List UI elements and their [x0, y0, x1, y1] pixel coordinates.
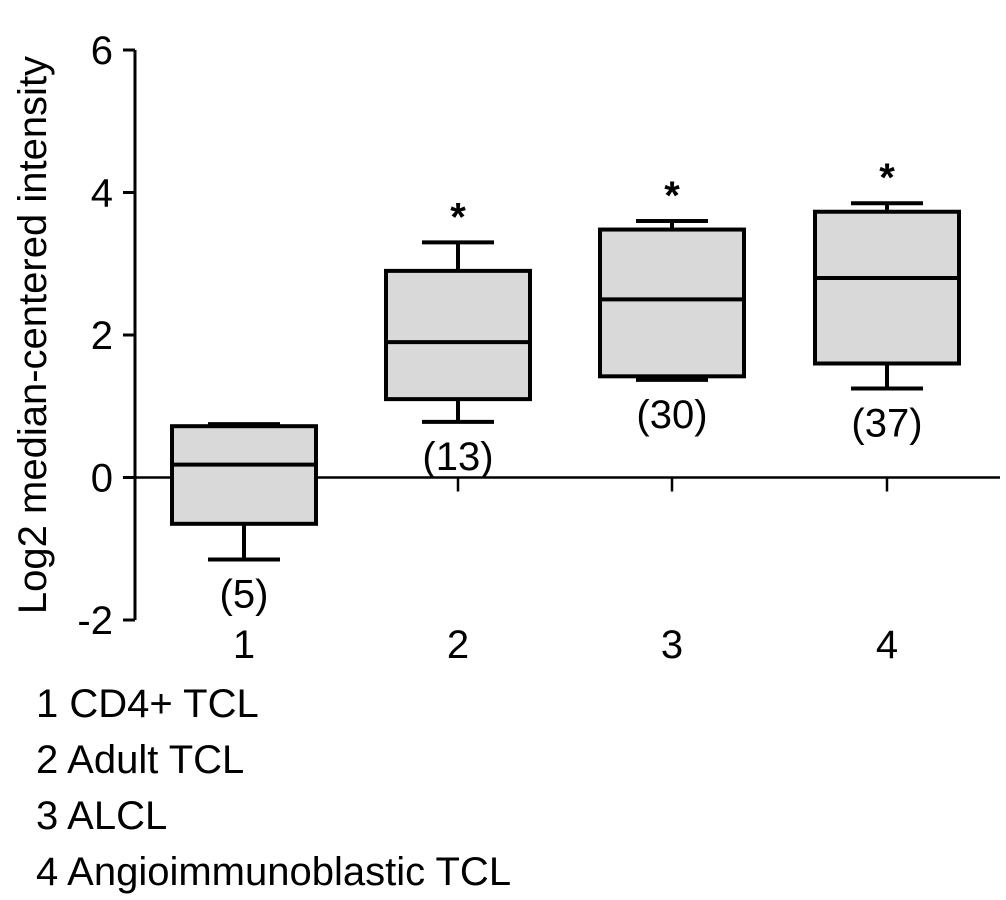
y-tick-label: 2: [91, 314, 113, 358]
box-series: (5) (13) * (30) * (37) *: [170, 156, 961, 616]
axes: -2 0 2 4 6 1 2 3 4: [77, 29, 1000, 667]
box-group-3: (30) *: [598, 174, 746, 437]
sample-size-label: (5): [220, 572, 269, 616]
category-legend: 1 CD4+ TCL 2 Adult TCL 3 ALCL 4 Angioimm…: [36, 676, 511, 900]
significance-marker: *: [450, 195, 466, 239]
box-group-2: (13) *: [384, 195, 532, 479]
legend-item-4: 4 Angioimmunoblastic TCL: [36, 850, 512, 894]
y-tick-label: 0: [91, 457, 113, 501]
iqr-box: [384, 268, 532, 402]
x-tick-label: 3: [661, 623, 683, 667]
iqr-box: [598, 227, 746, 379]
x-tick-label: 1: [233, 623, 255, 667]
x-tick-label: 2: [447, 623, 469, 667]
iqr-box: [813, 209, 961, 366]
legend-item-1: 1 CD4+ TCL: [36, 682, 259, 726]
box-group-4: (37) *: [813, 156, 961, 445]
sample-size-label: (37): [851, 401, 922, 445]
iqr-box: [170, 424, 318, 526]
significance-marker: *: [879, 156, 895, 200]
box-plot-chart: -2 0 2 4 6 1 2 3 4 (5) (13) * (30) * (37) * Log2 media…: [11, 29, 1000, 667]
y-tick-label: 6: [91, 29, 113, 73]
y-tick-label: -2: [77, 599, 113, 643]
legend-item-2: 2 Adult TCL: [36, 738, 245, 782]
y-axis-label: Log2 median-centered intensity: [11, 56, 55, 614]
sample-size-label: (13): [422, 435, 493, 479]
y-tick-label: 4: [91, 172, 113, 216]
legend-item-3: 3 ALCL: [36, 794, 168, 838]
box-group-1: (5): [170, 422, 318, 616]
significance-marker: *: [664, 174, 680, 218]
x-tick-label: 4: [876, 623, 898, 667]
sample-size-label: (30): [636, 393, 707, 437]
